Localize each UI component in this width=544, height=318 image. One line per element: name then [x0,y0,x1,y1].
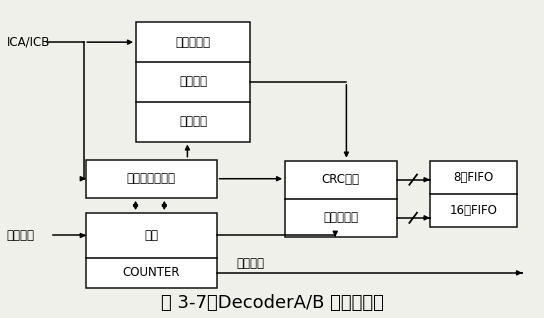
Text: 8位FIFO: 8位FIFO [453,171,493,184]
Text: 帧头识别: 帧头识别 [179,75,207,88]
Bar [136,22,250,142]
Text: COUNTER: COUNTER [122,266,180,279]
Text: ICA/ICB: ICA/ICB [7,36,50,49]
Text: 16位FIFO: 16位FIFO [449,204,497,217]
Text: 起始位识别: 起始位识别 [176,36,211,49]
Text: 移位寄存器: 移位寄存器 [323,211,358,224]
Text: 曼彻斯特译码器: 曼彻斯特译码器 [127,172,176,185]
Text: 图 3-7：DecoderA/B 模块结构图: 图 3-7：DecoderA/B 模块结构图 [160,294,384,312]
Bar [430,161,517,227]
Bar [86,213,217,288]
Text: 帧尾识别: 帧尾识别 [179,115,207,128]
Text: 接收状态: 接收状态 [237,258,265,270]
Bar [86,160,217,198]
Bar [285,161,397,237]
Text: 状态控制: 状态控制 [7,229,34,242]
Text: CRC校验: CRC校验 [322,173,360,186]
Text: 控制: 控制 [144,229,158,242]
